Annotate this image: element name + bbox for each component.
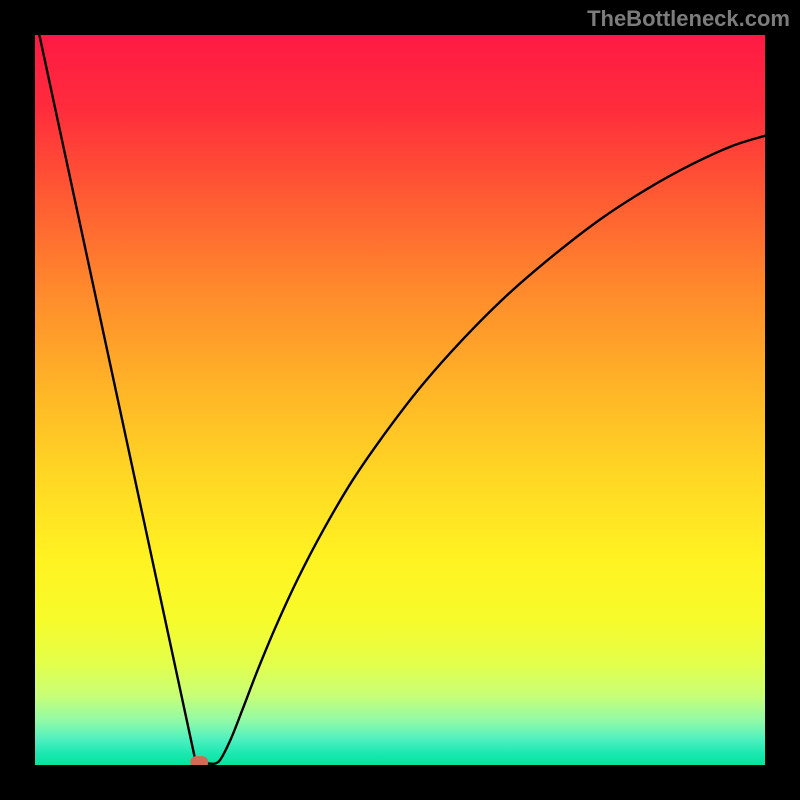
watermark-text: TheBottleneck.com [587,6,790,32]
bottleneck-curve [39,35,765,764]
chart-stage: TheBottleneck.com [0,0,800,800]
plot-area [35,35,765,765]
curve-layer [35,35,765,765]
optimum-marker [190,756,208,765]
